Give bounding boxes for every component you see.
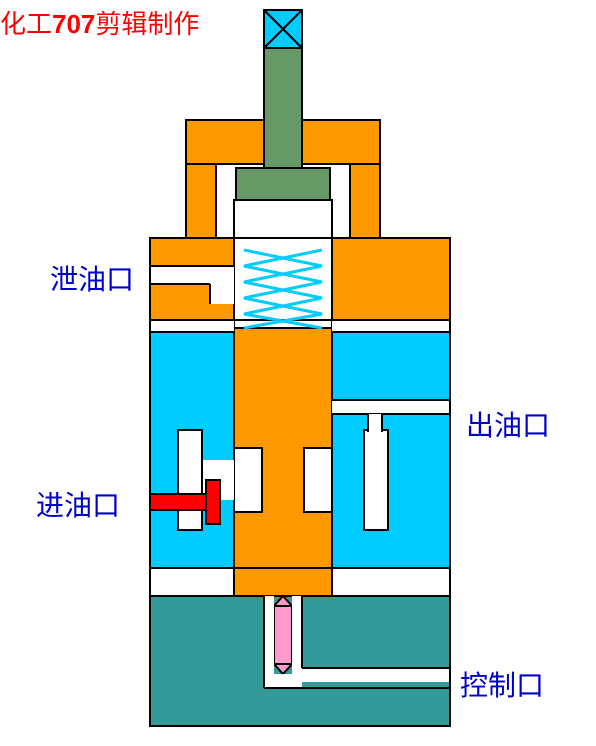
control-pin bbox=[274, 606, 292, 664]
left-chamber bbox=[178, 430, 202, 530]
spool-notch-left bbox=[234, 448, 262, 512]
control-channel bbox=[292, 668, 450, 682]
right-chamber bbox=[364, 430, 388, 530]
spool-notch-right bbox=[304, 448, 332, 512]
control-label: 控制口 bbox=[460, 664, 544, 704]
watermark-bold: 707 bbox=[52, 9, 95, 39]
stem-flange bbox=[236, 168, 330, 200]
outlet-channel bbox=[332, 400, 450, 414]
valve-diagram bbox=[0, 0, 596, 746]
stem bbox=[264, 48, 302, 168]
watermark-prefix: 化工 bbox=[0, 10, 52, 39]
watermark-suffix: 剪辑制作 bbox=[95, 10, 199, 39]
watermark: 化工707剪辑制作 bbox=[0, 4, 199, 41]
inlet-plug-head bbox=[206, 480, 220, 524]
drain-label: 泄油口 bbox=[50, 258, 134, 298]
drain-channel bbox=[150, 266, 234, 284]
outlet-label: 出油口 bbox=[466, 404, 550, 444]
inlet-plug-stem bbox=[150, 494, 212, 510]
inlet-label: 进油口 bbox=[36, 484, 120, 524]
